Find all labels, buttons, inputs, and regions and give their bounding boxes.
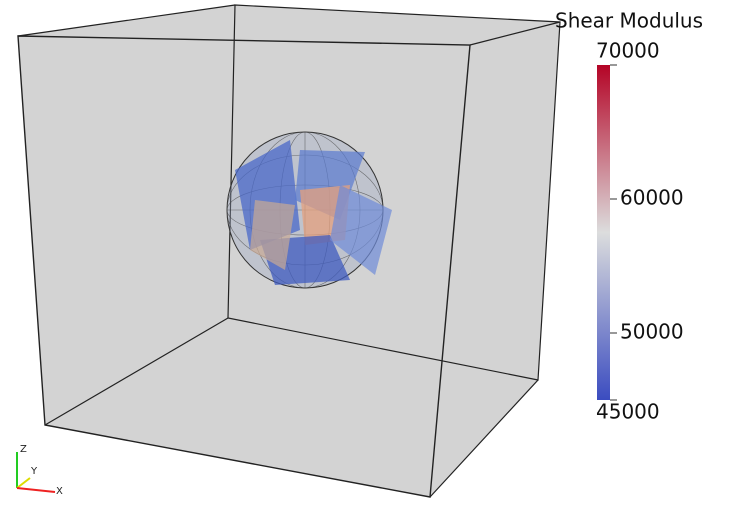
color-bar <box>597 65 610 400</box>
box-edges <box>17 4 561 498</box>
axes-triad: Z Y X <box>16 444 63 497</box>
color-bar-title: Shear Modulus <box>555 9 703 33</box>
color-bar-label: 45000 <box>596 400 660 424</box>
triad-label: Y <box>30 466 38 477</box>
triad-label: X <box>56 486 63 497</box>
color-bar-label: 70000 <box>596 39 660 63</box>
color-bar-label: 50000 <box>620 320 684 344</box>
triad-label: Z <box>20 444 27 455</box>
sphere-object <box>226 131 392 289</box>
color-bar-label: 60000 <box>620 186 684 210</box>
